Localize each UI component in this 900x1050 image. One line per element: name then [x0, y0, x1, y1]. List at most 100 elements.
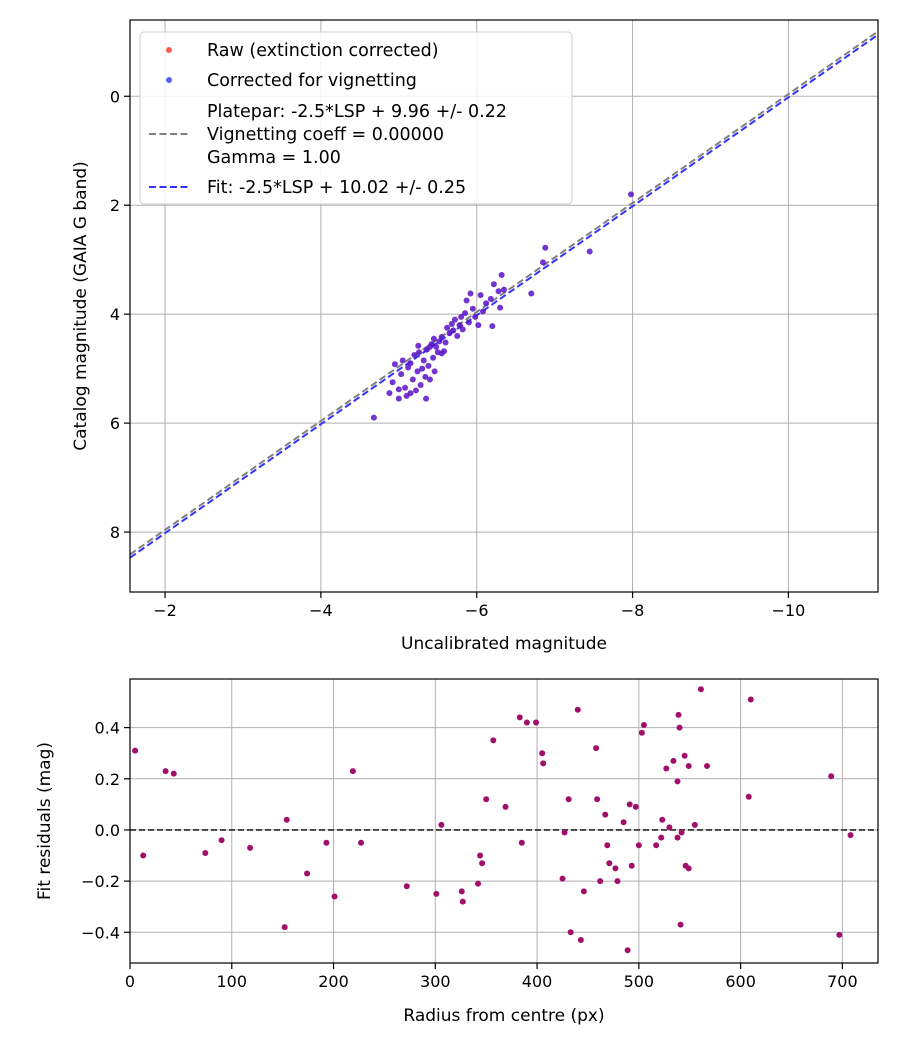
data-point [395, 395, 402, 402]
data-point [577, 936, 584, 943]
x-tick-label: −8 [621, 601, 645, 620]
data-point [540, 760, 547, 767]
data-point [462, 310, 469, 317]
y-tick-label: 0.0 [95, 821, 120, 840]
plot-area [130, 30, 878, 559]
data-point [386, 390, 393, 397]
data-point [523, 719, 530, 726]
x-tick-label: −4 [309, 601, 333, 620]
y-axis-label: Catalog magnitude (GAIA G band) [71, 161, 91, 451]
legend-label-fit: Fit: -2.5*LSP + 10.02 +/- 0.25 [207, 178, 466, 198]
x-tick-label: −10 [772, 601, 806, 620]
y-tick-label: 0.4 [95, 719, 120, 738]
data-point [420, 357, 427, 364]
calibration-plot: −2 −4 −6 −8 −10 0 2 4 6 8 Uncalibrated magnitude Ca… [71, 19, 879, 654]
data-point [565, 796, 572, 803]
data-point [559, 875, 566, 882]
data-point [620, 819, 627, 826]
data-point [472, 313, 479, 320]
data-point [528, 290, 535, 297]
data-point [411, 352, 418, 359]
data-point [417, 381, 424, 388]
y-tick-label: −0.2 [81, 872, 120, 891]
residuals-plot: 0 100 200 300 400 500 600 700 −0.4 −0.2 0.0 0.2 0.4 R… [35, 678, 879, 1026]
data-point [398, 371, 405, 378]
data-point [685, 865, 692, 872]
data-point [847, 832, 854, 839]
data-point [586, 248, 593, 255]
data-point [433, 343, 440, 350]
x-tick-label: 700 [827, 972, 858, 991]
x-tick-label: 100 [216, 972, 247, 991]
data-point [431, 368, 438, 375]
data-point [483, 796, 490, 803]
legend-label-platepar: Platepar: -2.5*LSP + 9.96 +/- 0.22 [207, 102, 507, 122]
data-point [202, 849, 209, 856]
data-point [414, 368, 421, 375]
data-point [614, 878, 621, 885]
data-point [370, 414, 377, 421]
data-point [391, 361, 398, 368]
data-point [170, 770, 177, 777]
data-point [395, 386, 402, 393]
legend-box [139, 31, 573, 205]
x-tick-label: 300 [420, 972, 451, 991]
data-point [409, 376, 416, 383]
data-point [635, 842, 642, 849]
data-point [704, 762, 711, 769]
x-axis-label: Radius from centre (px) [403, 1006, 604, 1026]
x-tick-label: 400 [522, 972, 553, 991]
data-point [438, 334, 445, 341]
data-point [638, 729, 645, 736]
data-point [358, 839, 365, 846]
data-point [640, 722, 647, 729]
y-tick-label: 4 [110, 305, 120, 324]
data-point [281, 924, 288, 931]
legend-marker-corrected [166, 77, 172, 83]
data-point [426, 376, 433, 383]
data-point [533, 719, 540, 726]
data-point [602, 811, 609, 818]
data-point [678, 829, 685, 836]
data-point [479, 860, 486, 867]
data-point [539, 259, 546, 266]
data-point [399, 357, 406, 364]
x-tick-label: −6 [465, 601, 489, 620]
data-point [658, 834, 665, 841]
data-point [416, 349, 423, 356]
data-point [412, 387, 419, 394]
data-point [597, 878, 604, 885]
data-point [140, 852, 147, 859]
x-tick-label: −2 [153, 601, 177, 620]
data-point [465, 319, 472, 326]
data-point [459, 326, 466, 333]
fit-fit-line [130, 33, 878, 559]
data-point [518, 839, 525, 846]
data-point [425, 362, 432, 369]
data-point [477, 852, 484, 859]
data-point [490, 281, 497, 288]
y-tick-label: 2 [110, 196, 120, 215]
data-point [502, 803, 509, 810]
data-point [653, 842, 660, 849]
data-point [561, 829, 568, 836]
data-point [501, 286, 507, 293]
axes-frame [129, 19, 879, 593]
data-point [467, 290, 474, 297]
data-point [677, 921, 684, 928]
y-tick-label: −0.4 [81, 923, 120, 942]
data-point [676, 724, 683, 731]
x-tick-label: 500 [624, 972, 655, 991]
data-point [247, 844, 254, 851]
data-point [430, 335, 437, 342]
data-point [670, 757, 677, 764]
data-point [433, 890, 440, 897]
data-point [747, 696, 754, 703]
data-point [458, 313, 465, 320]
data-point [539, 750, 546, 757]
data-point [479, 308, 486, 315]
plot-area [130, 686, 878, 954]
data-point [463, 297, 470, 304]
data-point [495, 288, 502, 295]
data-point [402, 384, 409, 391]
